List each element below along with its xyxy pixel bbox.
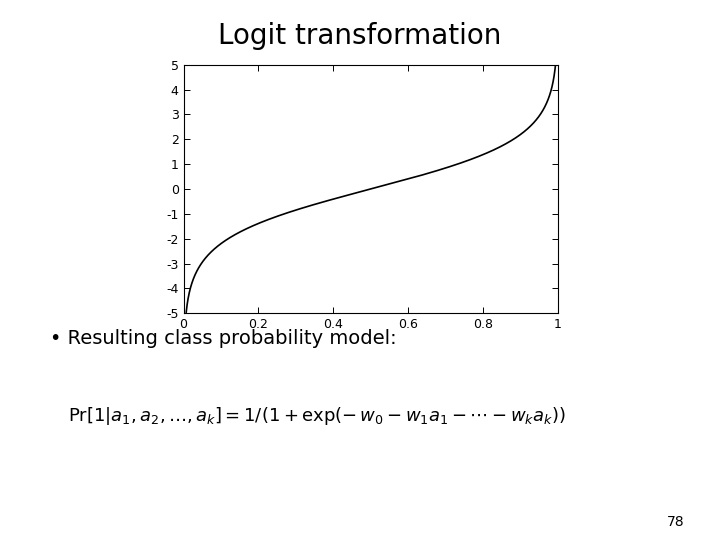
Text: $\mathrm{Pr}[1|a_1, a_2, \ldots, a_k] = 1/(1 + \exp(-\,w_0 - w_1 a_1 - \cdots - : $\mathrm{Pr}[1|a_1, a_2, \ldots, a_k] = … (68, 405, 566, 427)
Text: • Resulting class probability model:: • Resulting class probability model: (50, 329, 397, 348)
Text: 78: 78 (667, 515, 684, 529)
Text: Logit transformation: Logit transformation (218, 22, 502, 50)
